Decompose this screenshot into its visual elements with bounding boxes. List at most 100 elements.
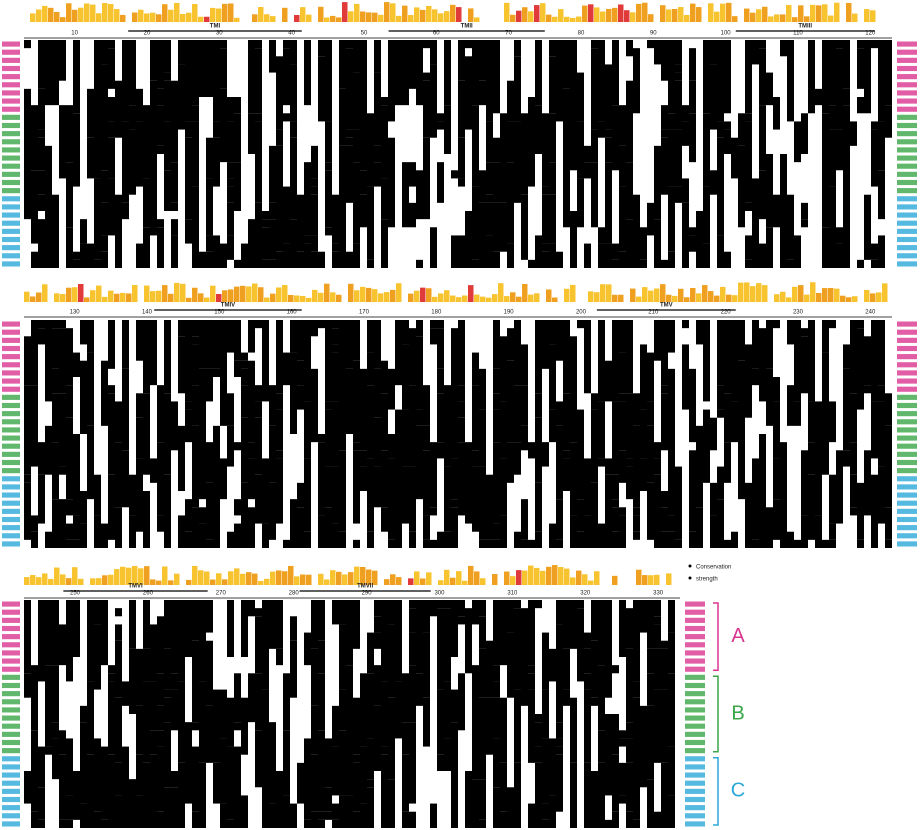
conserved-cell: [535, 105, 542, 154]
conserved-cell: [206, 320, 213, 369]
conservation-bar: [330, 292, 336, 302]
conserved-cell: [171, 689, 178, 731]
conserved-cell: [696, 211, 703, 268]
conserved-cell: [864, 40, 871, 114]
conservation-bar: [48, 7, 54, 22]
conserved-cell: [143, 105, 150, 179]
conserved-cell: [528, 803, 535, 828]
conserved-cell: [570, 697, 577, 763]
conserved-cell: [38, 320, 45, 329]
conserved-cell: [591, 162, 598, 228]
conserved-cell: [185, 409, 192, 443]
conserved-cell: [248, 442, 255, 459]
conserved-cell: [598, 523, 605, 548]
conserved-cell: [738, 434, 745, 500]
conserved-cell: [339, 600, 346, 625]
conserved-cell: [647, 648, 654, 674]
conservation-bar: [54, 293, 60, 302]
conserved-cell: [416, 40, 423, 106]
conserved-cell: [640, 344, 647, 410]
conserved-cell: [472, 385, 479, 451]
conserved-cell: [325, 121, 332, 154]
conserved-cell: [493, 600, 500, 666]
conserved-cell: [143, 681, 150, 763]
conserved-cell: [731, 137, 738, 179]
conserved-cell: [556, 251, 563, 268]
conserved-cell: [703, 243, 710, 268]
conserved-cell: [24, 771, 31, 804]
conserved-cell: [248, 219, 255, 268]
conservation-bar: [786, 297, 792, 302]
conservation-bar: [756, 283, 762, 302]
conserved-cell: [808, 320, 815, 377]
conserved-cell: [178, 600, 185, 682]
conserved-cell: [724, 539, 731, 548]
conserved-cell: [157, 145, 164, 154]
conservation-bar: [222, 579, 228, 585]
conservation-bar: [762, 6, 768, 22]
conservation-bar: [846, 297, 852, 302]
conserved-cell: [451, 722, 458, 771]
conserved-cell: [283, 539, 290, 548]
conservation-bar: [660, 5, 666, 22]
conserved-cell: [353, 754, 360, 763]
conserved-cell: [661, 129, 668, 138]
conservation-bar: [294, 14, 300, 22]
conserved-cell: [759, 170, 766, 220]
conserved-cell: [549, 320, 556, 345]
conservation-bar: [234, 286, 240, 302]
conservation-bar: [510, 14, 516, 22]
conserved-cell: [24, 40, 31, 49]
conserved-cell: [479, 202, 486, 268]
sequence-name: [685, 601, 705, 607]
conserved-cell: [507, 328, 514, 361]
conserved-cell: [227, 434, 234, 467]
conservation-bar: [30, 575, 36, 585]
conserved-cell: [661, 385, 668, 394]
conserved-cell: [339, 377, 346, 451]
sequence-name: [685, 748, 705, 754]
conserved-cell: [486, 640, 493, 657]
conserved-cell: [269, 482, 276, 540]
conservation-bar: [324, 17, 330, 22]
sequence-name: [2, 370, 20, 376]
conserved-cell: [367, 352, 374, 386]
conservation-bar: [132, 12, 138, 22]
conserved-cell: [647, 425, 654, 483]
conserved-cell: [409, 385, 416, 467]
conserved-cell: [493, 40, 500, 114]
sequence-name: [2, 525, 20, 531]
conservation-bar: [42, 284, 48, 302]
conserved-cell: [493, 202, 500, 252]
conserved-cell: [486, 697, 493, 755]
conserved-cell: [185, 320, 192, 402]
conserved-cell: [507, 442, 514, 483]
conserved-cell: [220, 243, 227, 268]
conserved-cell: [591, 600, 598, 641]
conserved-cell: [626, 320, 633, 394]
position-label: 320: [580, 591, 591, 597]
conserved-cell: [591, 40, 598, 49]
conserved-cell: [129, 40, 136, 106]
conserved-cell: [220, 738, 227, 804]
conserved-cell: [528, 539, 535, 548]
conserved-cell: [444, 681, 451, 739]
conserved-cell: [220, 458, 227, 500]
conservation-bar: [282, 571, 288, 585]
conserved-cell: [661, 320, 668, 386]
conserved-cell: [710, 417, 717, 451]
conservation-bar: [90, 290, 96, 302]
conserved-cell: [164, 72, 171, 81]
sequence-name: [685, 674, 705, 680]
conservation-bar: [414, 290, 420, 302]
conserved-cell: [430, 600, 437, 617]
conserved-cell: [353, 360, 360, 443]
sequence-name: [897, 427, 917, 433]
conservation-bar: [570, 284, 576, 302]
conserved-cell: [458, 137, 465, 179]
conservation-bar: [354, 566, 360, 585]
conserved-cell: [206, 368, 213, 402]
tm-label: TMIV: [221, 303, 235, 309]
conserved-cell: [73, 113, 80, 187]
